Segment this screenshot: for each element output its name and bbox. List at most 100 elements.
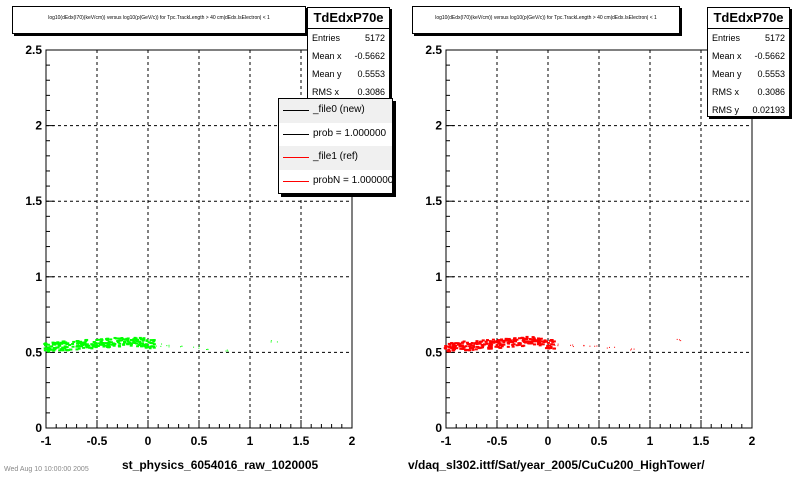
data-point <box>499 339 503 342</box>
stats-name: TdEdxP70e <box>708 8 789 29</box>
data-point <box>100 338 104 341</box>
data-point <box>589 345 591 347</box>
left-plot-title: log10(dEdx(I70)(keV/cm)) versus log10(p(… <box>12 6 306 34</box>
data-point <box>65 343 69 346</box>
data-point <box>481 346 485 349</box>
data-point <box>106 342 110 345</box>
data-point <box>461 347 465 350</box>
data-point <box>464 349 468 352</box>
y-tick-label: 1 <box>435 270 442 284</box>
data-point <box>453 346 457 349</box>
data-point <box>138 343 142 346</box>
legend-label: _file1 (ref) <box>313 151 359 162</box>
data-point <box>512 343 516 346</box>
data-point <box>552 340 556 343</box>
right-stats-box: TdEdxP70e Entries 5172 Mean x -0.5662 Me… <box>707 7 790 117</box>
y-tick-label: 0 <box>435 421 442 435</box>
stats-value: -0.5662 <box>754 51 785 61</box>
data-point <box>117 344 121 347</box>
data-point <box>481 339 485 342</box>
data-point <box>546 344 550 347</box>
data-point <box>71 345 75 348</box>
data-point <box>126 340 130 343</box>
data-point <box>77 347 81 350</box>
x-tick-label: -1 <box>441 434 452 448</box>
data-point <box>75 348 79 351</box>
data-point <box>469 347 473 350</box>
data-point <box>457 343 461 346</box>
data-point <box>62 347 66 350</box>
data-point <box>56 341 60 344</box>
data-point <box>532 337 536 340</box>
x-tick-label: 1.5 <box>293 434 310 448</box>
data-point <box>155 345 157 347</box>
data-point <box>525 336 529 339</box>
right-plot: -1 -0.5 0 0.5 1 1.5 2 0 0.5 1 1.5 2 2.5 <box>425 43 756 448</box>
data-point <box>455 347 459 350</box>
data-point <box>448 343 452 346</box>
data-point <box>227 350 229 352</box>
data-point <box>144 344 148 347</box>
data-point <box>500 345 504 348</box>
data-point <box>513 337 517 340</box>
data-point <box>490 343 494 346</box>
x-tick-label: 2 <box>749 434 756 448</box>
data-point <box>468 349 472 352</box>
data-point <box>473 342 477 345</box>
data-point <box>62 340 66 343</box>
legend-label: _file0 (new) <box>313 104 365 115</box>
data-point <box>104 344 108 347</box>
data-point <box>138 340 142 343</box>
data-point <box>550 338 554 341</box>
data-point <box>451 348 455 351</box>
data-point <box>679 339 681 341</box>
data-point <box>90 343 94 346</box>
stats-label: Mean x <box>312 51 342 61</box>
data-point <box>84 340 88 343</box>
data-point <box>606 347 608 349</box>
data-point <box>492 341 496 344</box>
x-tick-label: -1 <box>41 434 52 448</box>
data-point <box>109 341 113 344</box>
x-tick-label: 1.5 <box>693 434 710 448</box>
data-point <box>517 342 521 345</box>
data-point <box>132 340 136 343</box>
stats-value: 0.3086 <box>357 87 385 97</box>
legend-label: prob = 1.000000 <box>313 127 387 139</box>
data-point <box>68 344 72 347</box>
data-point <box>491 338 495 341</box>
data-point <box>85 338 89 341</box>
data-point <box>68 348 72 351</box>
data-point <box>161 343 163 345</box>
data-point <box>512 339 516 342</box>
y-tick-label: 2 <box>35 119 42 133</box>
data-point <box>80 345 84 348</box>
data-point <box>53 341 57 344</box>
data-point <box>85 343 89 346</box>
data-point <box>489 347 493 350</box>
data-point <box>206 349 208 351</box>
data-point <box>462 346 466 349</box>
data-point <box>489 345 493 348</box>
data-point <box>448 350 452 353</box>
x-tick-label: 1 <box>647 434 654 448</box>
data-point <box>110 343 114 346</box>
data-point <box>454 342 458 345</box>
data-point <box>148 341 152 344</box>
data-point <box>77 345 81 348</box>
data-point <box>557 345 559 347</box>
stats-row-mean-x: Mean x -0.5662 <box>708 47 789 65</box>
data-point <box>71 342 75 345</box>
data-point <box>549 347 553 350</box>
data-point <box>475 340 479 343</box>
data-point <box>96 345 100 348</box>
stats-row-rms-x: RMS x 0.3086 <box>308 83 389 101</box>
data-point <box>152 346 156 349</box>
y-tick-label: 2.5 <box>425 43 442 57</box>
x-tick-label: -0.5 <box>487 434 508 448</box>
data-point <box>92 345 96 348</box>
data-point <box>102 343 106 346</box>
data-point <box>83 343 87 346</box>
data-point <box>443 347 447 350</box>
stats-row-entries: Entries 5172 <box>308 29 389 47</box>
